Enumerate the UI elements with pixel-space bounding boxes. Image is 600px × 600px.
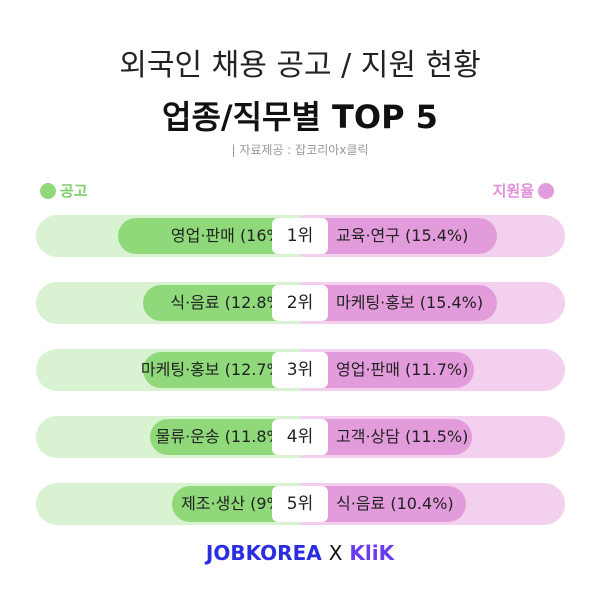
legend-right: 지원율 [493,180,554,201]
green-dot-icon [40,182,56,199]
jobkorea-logo: JOBKOREA [205,541,322,565]
rank-label: 2위 [272,285,328,321]
left-label: 식·음료 (12.8%) [170,293,288,312]
bar-row: 영업·판매 (16%) 교육·연구 (15.4%) 1위 [36,215,565,257]
right-bar [300,419,473,455]
left-label: 마케팅·홍보 (12.7%) [140,360,288,379]
right-bar [300,218,498,254]
bar-row: 식·음료 (12.8%) 마케팅·홍보 (15.4%) 2위 [36,282,565,324]
rank-label: 4위 [272,419,328,455]
bar-row: 마케팅·홍보 (12.7%) 영업·판매 (11.7%) 3위 [36,349,565,391]
logo-separator: X [328,541,343,565]
bar-row: 물류·운송 (11.8%) 고객·상담 (11.5%) 4위 [36,416,565,458]
rank-label: 5위 [272,486,328,522]
left-bar [118,218,300,254]
right-label: 교육·연구 (15.4%) [336,226,469,245]
right-label: 식·음료 (10.4%) [336,494,454,513]
right-label: 고객·상담 (11.5%) [336,427,469,446]
left-label: 제조·생산 (9%) [181,494,288,513]
rank-label: 1위 [272,218,328,254]
bar-row: 제조·생산 (9%) 식·음료 (10.4%) 5위 [36,483,565,525]
right-label: 영업·판매 (11.7%) [336,360,469,379]
title: 외국인 채용 공고 / 지원 현황 [119,48,481,83]
legend-left-label: 공고 [60,182,88,200]
footer-logo: JOBKOREA X KliK [0,541,600,565]
subtitle: 업종/직무별 TOP 5 [162,98,438,136]
rank-label: 3위 [272,352,328,388]
pink-dot-icon [538,182,554,199]
left-label: 영업·판매 (16%) [170,226,288,245]
legend-left: 공고 [40,180,88,201]
klik-logo: KliK [349,541,395,565]
source: | 자료제공 : 잡코리아x클릭 [231,143,369,157]
right-bar [300,352,474,388]
left-label: 물류·운송 (11.8%) [155,427,288,446]
right-bar [300,285,498,321]
right-label: 마케팅·홍보 (15.4%) [336,293,484,312]
legend-right-label: 지원율 [492,182,534,200]
